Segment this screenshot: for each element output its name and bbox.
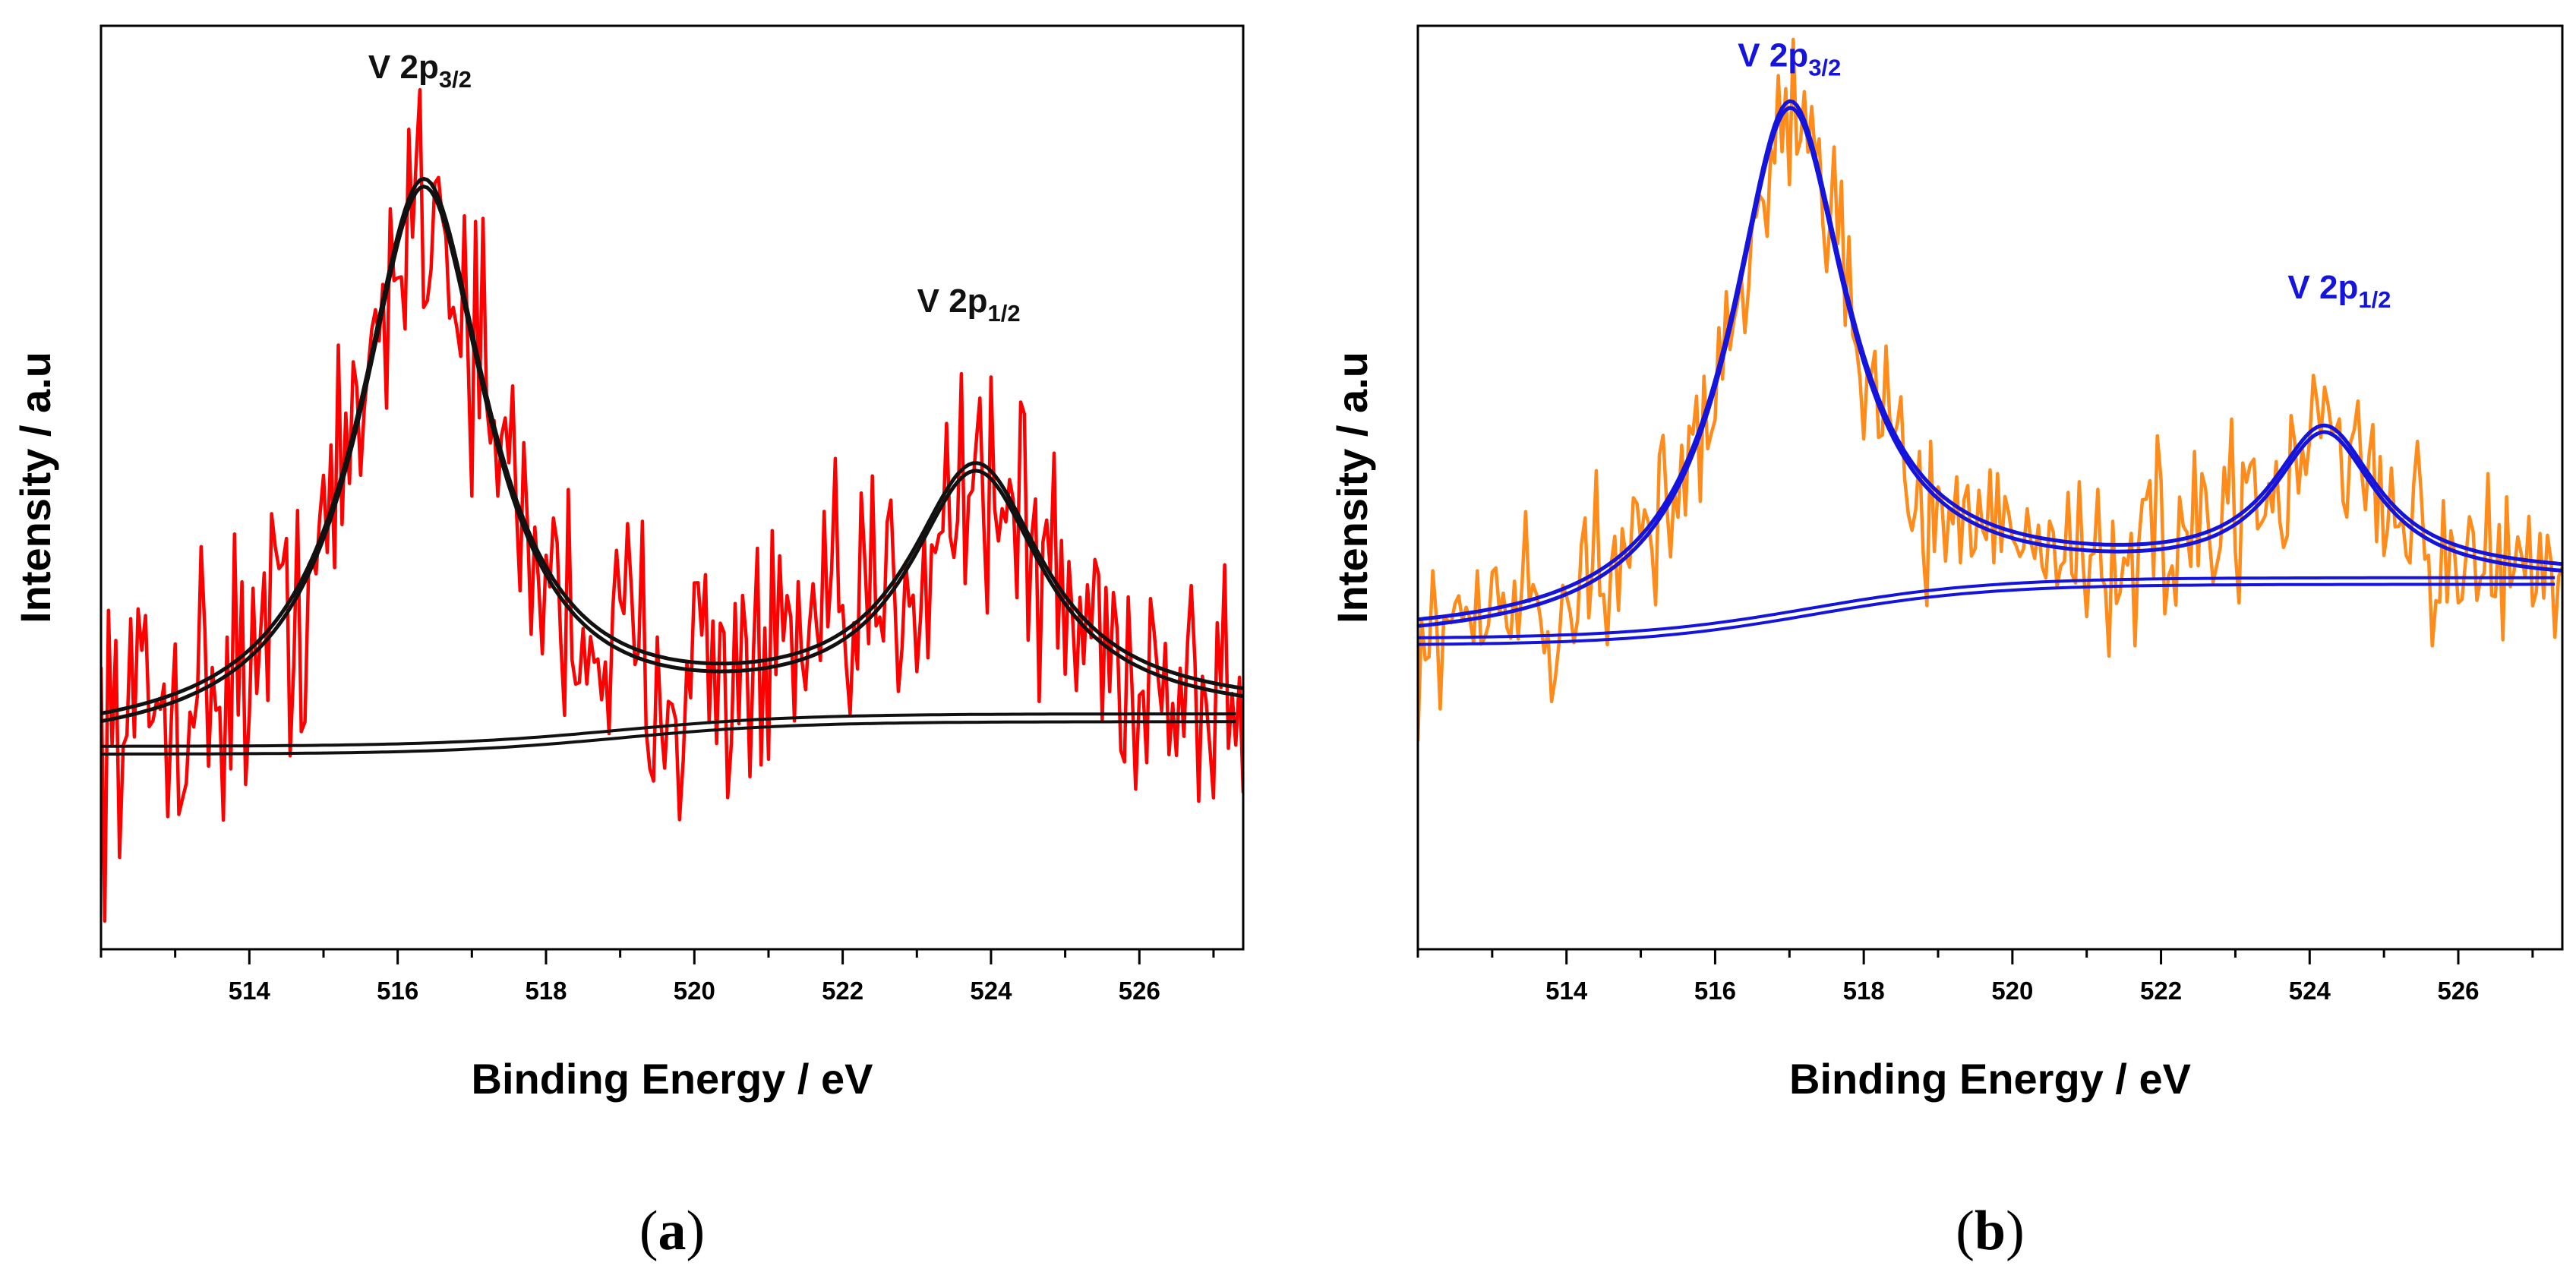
- peak-annotation: V 2p3/2: [1738, 36, 1841, 80]
- raw-spectrum-line: [101, 88, 1243, 923]
- x-tick-label: 526: [1119, 977, 1160, 1005]
- background-line: [1418, 582, 2555, 646]
- x-tick-label: 514: [1545, 977, 1588, 1005]
- x-tick-label: 518: [525, 977, 567, 1005]
- x-tick-label: 522: [822, 977, 863, 1005]
- raw-spectrum-line: [1418, 37, 2562, 742]
- plot-frame: [99, 24, 1245, 951]
- x-axis-title: Binding Energy / eV: [1789, 1055, 2191, 1103]
- background-line: [101, 712, 1236, 748]
- x-tick-label: 514: [229, 977, 271, 1005]
- x-axis-title: Binding Energy / eV: [472, 1055, 873, 1103]
- panel-label: (a): [639, 1200, 705, 1262]
- plot-frame: [1416, 24, 2564, 951]
- fit-envelope-line: [101, 176, 1243, 715]
- background-line: [101, 720, 1236, 756]
- x-tick-label: 520: [1991, 977, 2033, 1005]
- x-tick-label: 518: [1843, 977, 1885, 1005]
- x-tick-label: 524: [2289, 977, 2331, 1005]
- chart-panel-a: 514 516 518 520 522 524 526 Binding Energy / eV…: [11, 24, 1245, 1262]
- fit-envelope-line: [1418, 106, 2562, 628]
- peak-annotation: V 2p1/2: [917, 282, 1021, 327]
- y-axis-title: Intensity / a.u: [1328, 352, 1376, 623]
- peak-annotation: V 2p1/2: [2287, 269, 2391, 313]
- fit-envelope-line: [1418, 99, 2562, 622]
- x-tick-label: 522: [2140, 977, 2182, 1005]
- background-line: [1418, 576, 2555, 639]
- x-tick-label: 516: [377, 977, 418, 1005]
- x-tick-label: 526: [2437, 977, 2479, 1005]
- peak-annotation: V 2p3/2: [368, 49, 472, 93]
- fit-envelope-line: [101, 184, 1243, 724]
- x-tick-label: 524: [970, 977, 1012, 1005]
- x-tick-label: 520: [674, 977, 715, 1005]
- x-tick-label: 516: [1694, 977, 1736, 1005]
- panel-label: (b): [1956, 1200, 2024, 1262]
- y-axis-title: Intensity / a.u: [11, 352, 59, 623]
- chart-panel-b: 514 516 518 520 522 524 526 Binding Energy / eV…: [1328, 24, 2564, 1262]
